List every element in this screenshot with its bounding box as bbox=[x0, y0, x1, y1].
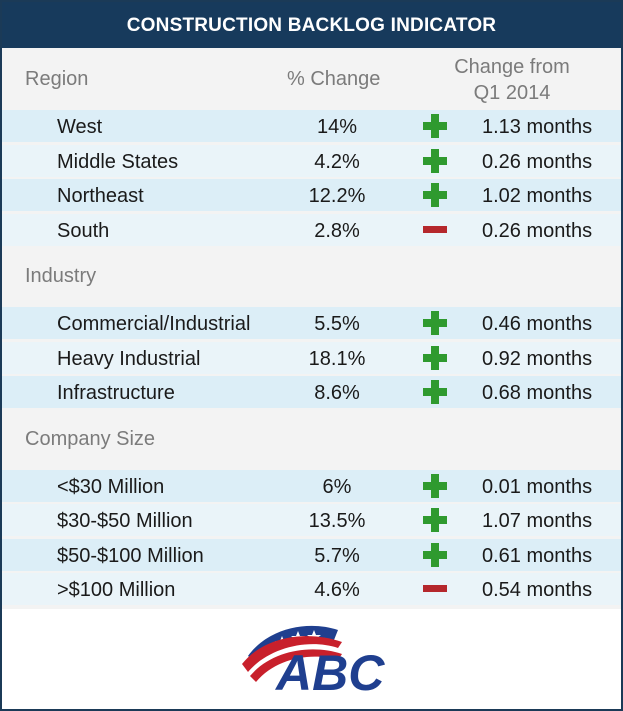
plus-icon bbox=[423, 311, 447, 335]
row-name: $30-$50 Million bbox=[57, 510, 193, 532]
chart-title: CONSTRUCTION BACKLOG INDICATOR bbox=[2, 2, 621, 48]
section-label: Company Size bbox=[25, 427, 156, 450]
row-pct-change: 18.1% bbox=[308, 347, 366, 370]
row-months-change: 0.54 months bbox=[482, 579, 593, 601]
row-months-change: 1.13 months bbox=[482, 116, 593, 138]
logo-text: ABC bbox=[274, 645, 385, 696]
abc-logo: ABC bbox=[242, 625, 385, 696]
table-row: West 14% 1.13 months bbox=[2, 110, 621, 142]
plus-icon bbox=[423, 114, 447, 138]
minus-icon bbox=[423, 218, 447, 242]
row-months-change: 0.26 months bbox=[482, 219, 593, 242]
row-name: Middle States bbox=[57, 150, 179, 173]
table-row: Commercial/Industrial 5.5% 0.46 months bbox=[2, 307, 621, 339]
table-row: $30-$50 Million 13.5% 1.07 months bbox=[2, 504, 621, 536]
row-months-change: 1.07 months bbox=[482, 510, 593, 532]
plus-icon bbox=[423, 380, 447, 404]
plus-icon bbox=[423, 345, 447, 370]
row-pct-change: 5.5% bbox=[314, 313, 360, 335]
plus-icon bbox=[423, 183, 447, 207]
row-pct-change: 12.2% bbox=[308, 185, 366, 207]
row-name: $50-$100 Million bbox=[57, 544, 204, 567]
header-change-from: Change from Q1 2014 bbox=[422, 54, 602, 106]
row-pct-change: 4.2% bbox=[314, 150, 360, 173]
row-months-change: 0.46 months bbox=[482, 313, 593, 335]
logo-flag-red bbox=[242, 636, 342, 672]
row-name: >$100 Million bbox=[57, 579, 176, 601]
row-months-change: 1.02 months bbox=[482, 185, 593, 207]
table-row: Middle States 4.2% 0.26 months bbox=[2, 144, 621, 177]
table-row: $50-$100 Million 5.7% 0.61 months bbox=[2, 538, 621, 571]
row-name: Northeast bbox=[57, 185, 144, 207]
row-name: Heavy Industrial bbox=[57, 347, 201, 370]
table-row: Infrastructure 8.6% 0.68 months bbox=[2, 376, 621, 408]
row-pct-change: 14% bbox=[316, 116, 358, 138]
row-name: South bbox=[57, 219, 110, 242]
row-pct-change: 2.8% bbox=[314, 219, 360, 242]
row-pct-change: 4.6% bbox=[314, 579, 360, 601]
row-pct-change: 5.7% bbox=[314, 544, 360, 567]
row-pct-change: 8.6% bbox=[314, 382, 360, 404]
row-months-change: 0.92 months bbox=[482, 347, 593, 370]
table-row: <$30 Million 6% 0.01 months bbox=[2, 469, 621, 502]
header-pct-change: % Change bbox=[287, 68, 381, 90]
header-region: Region bbox=[25, 68, 89, 90]
table-header: Region % Change Change from Q1 2014 bbox=[2, 48, 621, 109]
row-name: <$30 Million bbox=[57, 475, 165, 498]
row-months-change: 0.01 months bbox=[482, 475, 593, 498]
table-row: >$100 Million 4.6% 0.54 months bbox=[2, 573, 621, 605]
logo-flag-red bbox=[250, 649, 342, 682]
row-name: Infrastructure bbox=[57, 382, 175, 404]
row-name: Commercial/Industrial bbox=[57, 313, 251, 335]
plus-icon bbox=[423, 542, 447, 567]
minus-icon bbox=[423, 577, 447, 601]
row-months-change: 0.68 months bbox=[482, 382, 593, 404]
backlog-table: Region % Change Change from Q1 2014 West… bbox=[2, 48, 621, 609]
table-row: South 2.8% 0.26 months bbox=[2, 213, 621, 246]
table-row: Northeast 12.2% 1.02 months bbox=[2, 179, 621, 211]
row-pct-change: 13.5% bbox=[308, 510, 366, 532]
header-change-line1: Change from bbox=[454, 56, 570, 78]
row-months-change: 0.26 months bbox=[482, 150, 593, 173]
row-months-change: 0.61 months bbox=[482, 544, 593, 567]
section-label: Industry bbox=[25, 265, 97, 287]
row-pct-change: 6% bbox=[322, 475, 352, 498]
table-row: Heavy Industrial 18.1% 0.92 months bbox=[2, 341, 621, 374]
plus-icon bbox=[423, 508, 447, 532]
header-change-line2: Q1 2014 bbox=[473, 82, 551, 104]
plus-icon bbox=[423, 473, 447, 498]
row-name: West bbox=[57, 116, 103, 138]
plus-icon bbox=[423, 148, 447, 173]
